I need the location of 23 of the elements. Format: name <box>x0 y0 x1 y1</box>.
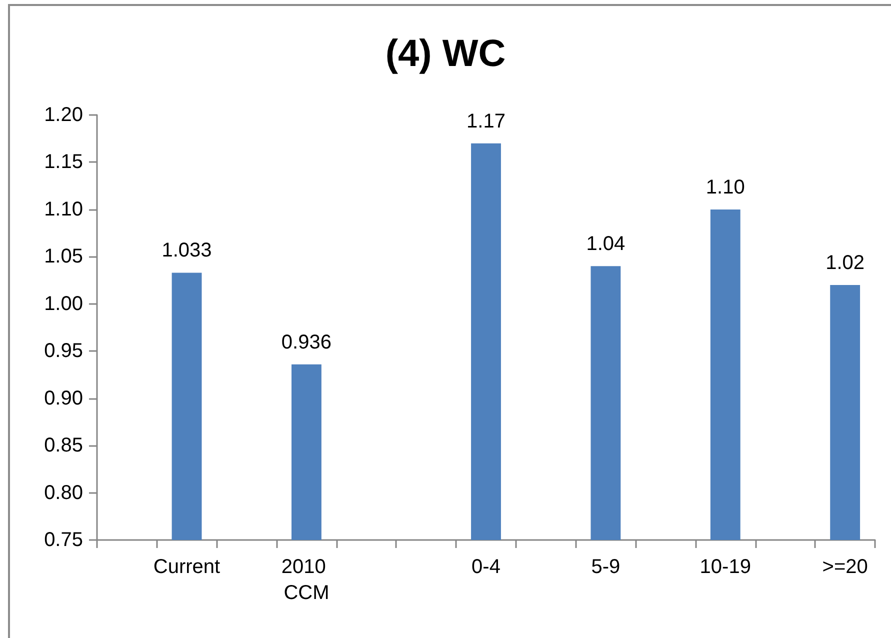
x-tick-label: 10-19 <box>700 556 751 578</box>
x-tick-label: Current <box>153 556 221 578</box>
x-tick-label: 0-4 <box>472 556 500 578</box>
data-label: 1.033 <box>162 240 212 262</box>
data-label: 1.04 <box>586 233 626 256</box>
y-tick-label: 1.15 <box>44 151 83 174</box>
data-label: 0.936 <box>281 331 332 354</box>
data-label: 1.17 <box>466 110 506 132</box>
y-tick-label: 0.95 <box>44 340 83 362</box>
y-tick-label: 0.75 <box>44 529 83 551</box>
data-label: 1.10 <box>706 176 745 198</box>
chart-title: (4) WC <box>385 33 506 75</box>
y-tick-label: 1.10 <box>44 198 83 220</box>
y-tick-label: 1.05 <box>44 246 83 268</box>
y-tick-label: 0.85 <box>44 434 83 457</box>
y-tick-label: 0.80 <box>44 482 83 504</box>
x-tick-label: 2010 CCM <box>281 556 332 604</box>
y-tick-label: 1.00 <box>44 292 83 315</box>
y-tick-label: 1.20 <box>44 104 83 126</box>
data-label: 1.02 <box>826 252 865 274</box>
y-tick-label: 0.90 <box>44 387 83 410</box>
x-tick-label: >=20 <box>822 556 868 578</box>
x-tick-label: 5-9 <box>591 556 620 578</box>
